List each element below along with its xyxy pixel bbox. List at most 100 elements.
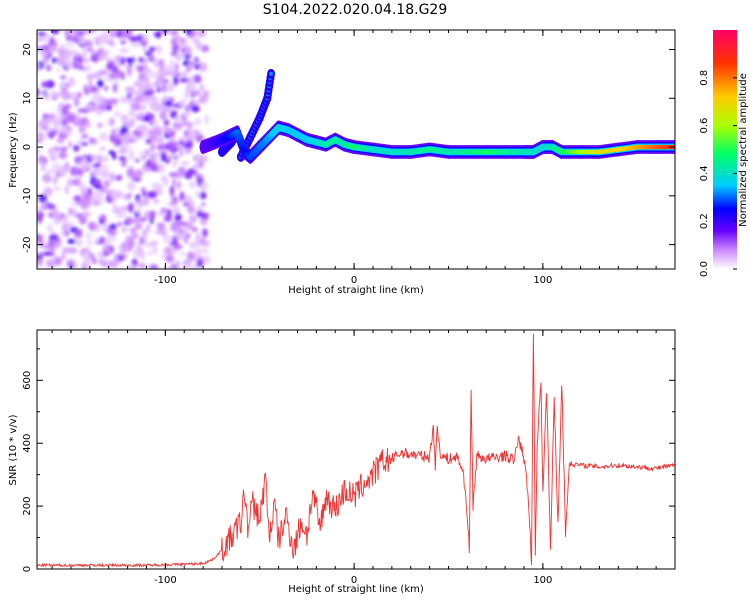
noise-blob — [196, 210, 204, 218]
noise-blob — [110, 117, 115, 126]
y-tick-label: -10 — [22, 188, 33, 204]
noise-blob — [78, 167, 84, 178]
noise-blob — [77, 30, 85, 36]
y-tick-label: 20 — [22, 43, 33, 56]
noise-blob — [93, 184, 103, 190]
noise-blobs — [37, 30, 211, 269]
noise-blob — [46, 224, 54, 233]
colorbar-ticks: 0.0 0.2 0.4 0.6 0.8 — [699, 70, 737, 277]
noise-blob — [98, 259, 106, 266]
noise-blob — [109, 172, 115, 182]
noise-blob — [130, 117, 135, 127]
noise-blob — [133, 81, 142, 87]
noise-blob — [48, 148, 57, 157]
noise-blob — [169, 185, 175, 196]
noise-blob — [68, 49, 79, 56]
noise-blob — [68, 207, 73, 215]
noise-blob — [145, 224, 151, 233]
noise-blob — [48, 45, 57, 54]
noise-blob — [137, 262, 147, 269]
noise-blob — [111, 151, 117, 160]
noise-blob — [45, 169, 56, 175]
noise-blob — [80, 133, 89, 139]
noise-blob — [129, 35, 139, 42]
noise-blob — [154, 78, 165, 87]
noise-blob — [39, 50, 48, 58]
noise-blob — [147, 250, 153, 256]
noise-blob — [85, 232, 92, 239]
noise-blob — [37, 37, 45, 42]
noise-blob — [148, 46, 156, 52]
noise-blob — [76, 91, 82, 99]
noise-blob — [37, 214, 43, 224]
noise-blob — [61, 90, 71, 101]
noise-blob — [121, 241, 131, 250]
noise-blob — [77, 139, 83, 144]
noise-blob — [155, 137, 164, 146]
noise-blob — [40, 203, 50, 210]
noise-blob — [202, 90, 210, 97]
noise-blob — [128, 108, 136, 118]
noise-blob — [121, 226, 128, 233]
noise-blob — [39, 159, 46, 167]
colorbar-tick-label: 0.6 — [699, 118, 710, 134]
noise-blob — [73, 195, 82, 202]
noise-blob — [65, 128, 73, 137]
noise-blob — [78, 126, 86, 133]
noise-blob — [160, 175, 168, 182]
noise-blob — [185, 110, 191, 119]
noise-blob — [171, 178, 177, 187]
noise-blob — [87, 30, 97, 34]
noise-blob — [197, 258, 203, 267]
noise-blob — [82, 45, 88, 56]
noise-blob — [81, 252, 92, 262]
y-tick-label: 0 — [22, 566, 33, 572]
noise-blob — [73, 97, 80, 107]
y-tick-label: 0 — [22, 144, 33, 150]
noise-blob — [187, 200, 196, 206]
noise-blob — [169, 30, 179, 36]
noise-blob — [61, 252, 66, 261]
noise-blob — [186, 46, 192, 56]
noise-blob — [90, 53, 101, 63]
spectrogram-y-axis-label: Frequency (Hz) — [8, 112, 19, 188]
noise-blob — [60, 124, 68, 135]
noise-blob — [62, 215, 68, 223]
noise-blob — [186, 121, 194, 128]
noise-blob — [156, 86, 162, 93]
noise-blob — [160, 152, 167, 162]
noise-blob — [112, 201, 117, 211]
noise-blob — [68, 77, 75, 87]
colorbar: 0.0 0.2 0.4 0.6 0.8 Normalized spectral ampl… — [699, 30, 749, 277]
noise-blob — [76, 64, 84, 70]
spectrogram-marks — [37, 30, 675, 269]
y-tick-label: 600 — [22, 371, 33, 390]
noise-blob — [40, 118, 51, 127]
noise-blob — [172, 39, 177, 46]
noise-blob — [94, 179, 102, 186]
noise-blob — [129, 152, 135, 162]
noise-blob — [137, 76, 148, 83]
noise-blob — [37, 63, 41, 70]
noise-blob — [165, 100, 173, 107]
noise-blob — [60, 75, 67, 80]
noise-blob — [163, 214, 173, 223]
noise-blob — [75, 239, 83, 247]
noise-blob — [170, 50, 179, 57]
noise-blob — [119, 47, 130, 54]
snr-y-axis-label: SNR (10 * v/v) — [8, 414, 19, 485]
noise-blob — [124, 64, 130, 70]
noise-blob — [179, 251, 186, 256]
noise-blob — [134, 95, 143, 104]
y-tick-label: 400 — [22, 434, 33, 453]
noise-blob — [185, 30, 192, 35]
noise-blob — [56, 137, 65, 144]
noise-blob — [140, 233, 149, 239]
noise-blob — [156, 44, 162, 55]
noise-blob — [72, 55, 80, 63]
noise-blob — [87, 39, 93, 49]
noise-blob — [201, 255, 211, 265]
